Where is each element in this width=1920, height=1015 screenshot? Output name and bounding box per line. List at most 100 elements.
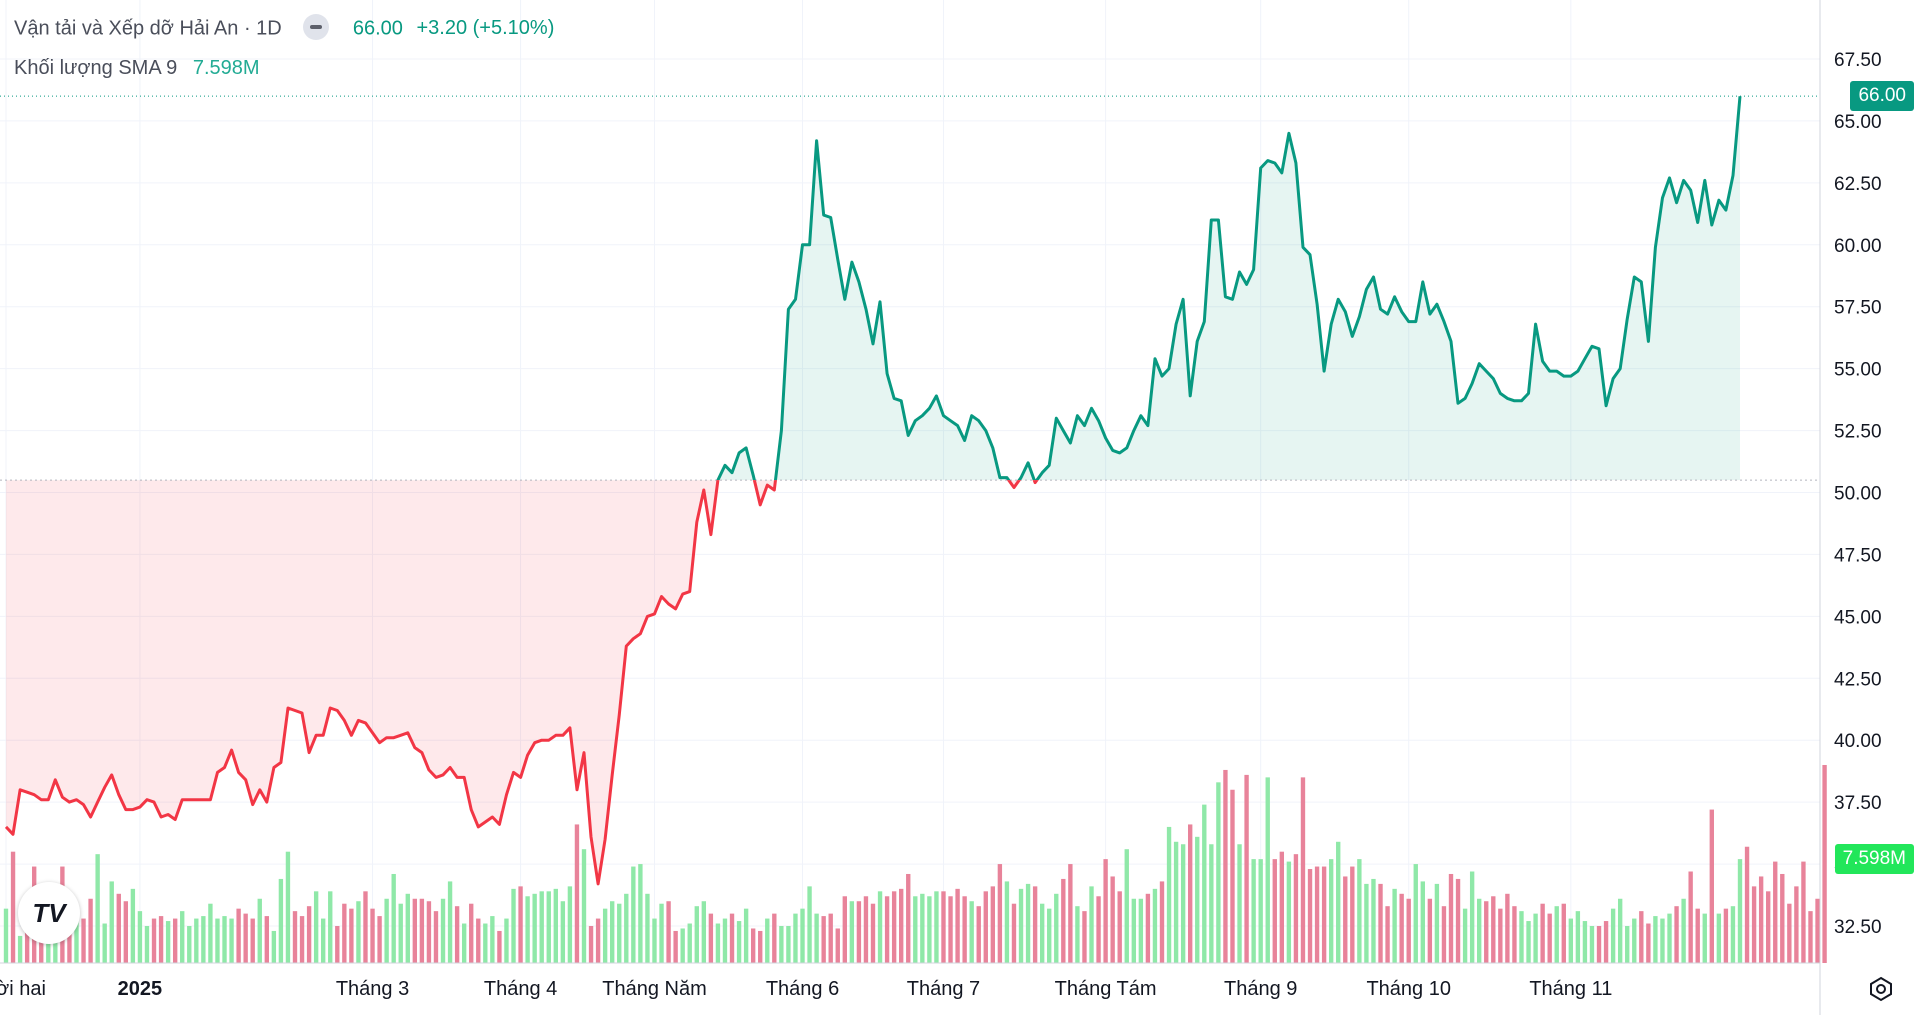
volume-bar: [927, 896, 932, 963]
y-tick-label: 45.00: [1834, 607, 1882, 628]
volume-bar: [412, 898, 418, 963]
volume-bar: [278, 878, 284, 963]
volume-bar: [574, 824, 580, 963]
volume-bar: [1307, 869, 1313, 963]
volume-bar: [567, 886, 573, 963]
volume-bar: [659, 903, 664, 963]
volume-bar: [1293, 854, 1299, 963]
volume-bar: [1540, 903, 1545, 963]
volume-bar: [532, 893, 537, 963]
volume-bar: [652, 918, 657, 963]
volume-bar: [955, 888, 960, 963]
volume-bar: [1328, 859, 1334, 963]
volume-bar: [1378, 883, 1383, 963]
volume-bar: [877, 891, 883, 963]
volume-bar: [1646, 923, 1651, 963]
y-tick-label: 37.50: [1834, 793, 1882, 814]
volume-bar: [1730, 906, 1736, 963]
volume-bar: [1498, 908, 1503, 963]
volume-bar: [1202, 804, 1207, 963]
volume-bar: [708, 913, 714, 963]
volume-indicator-value: 7.598M: [192, 57, 260, 79]
symbol-name[interactable]: Vận tải và Xếp dỡ Hải An: [14, 17, 239, 40]
volume-bar: [1047, 908, 1052, 963]
volume-bar: [1413, 864, 1418, 963]
fill-above-baseline: [6, 96, 1740, 481]
volume-bar: [1448, 873, 1454, 963]
volume-bar: [1082, 911, 1087, 963]
volume-bar: [447, 881, 453, 963]
interval-label[interactable]: 1D: [256, 17, 282, 40]
volume-bar: [722, 918, 728, 963]
volume-bar: [863, 896, 869, 963]
volume-bar: [1385, 906, 1390, 963]
volume-bar: [1406, 898, 1411, 963]
volume-bar: [772, 913, 777, 963]
settings-gear-icon[interactable]: [1868, 976, 1894, 1002]
volume-bar: [793, 913, 798, 963]
volume-bar: [490, 916, 495, 963]
y-tick-label: 65.00: [1834, 112, 1882, 133]
volume-bar: [1251, 859, 1256, 963]
volume-bar: [1477, 898, 1482, 963]
volume-bar: [187, 926, 192, 963]
volume-bar: [743, 908, 749, 963]
y-tick-label: 57.50: [1834, 298, 1882, 319]
volume-bar: [123, 901, 129, 963]
volume-bar: [1758, 876, 1764, 963]
volume-bar: [1427, 898, 1433, 963]
x-tick-label: Tháng 7: [907, 978, 980, 1000]
volume-bar: [222, 916, 227, 963]
volume-bar: [1744, 846, 1750, 963]
volume-bar: [934, 891, 939, 963]
price-line-below: [4, 480, 1039, 886]
volume-bar: [243, 913, 248, 963]
volume-bar: [1237, 844, 1242, 963]
volume-bar: [807, 886, 812, 963]
volume-indicator-label[interactable]: Khối lượng SMA 9: [14, 57, 178, 79]
volume-bar: [560, 901, 566, 963]
last-price-badge: 66.00: [1850, 81, 1914, 112]
volume-bar: [906, 873, 911, 963]
collapse-toggle-icon[interactable]: [303, 14, 330, 40]
volume-bar: [1526, 921, 1531, 963]
volume-bar: [941, 891, 946, 963]
volume-bar: [292, 911, 298, 963]
volume-bar: [1216, 782, 1221, 963]
volume-bar: [1441, 906, 1447, 963]
volume-bar: [1018, 888, 1024, 963]
tradingview-logo-icon[interactable]: TV: [18, 882, 80, 944]
volume-bar: [821, 916, 826, 963]
volume-bar: [1766, 891, 1771, 963]
volume-bar: [419, 898, 425, 963]
y-tick-label: 32.50: [1834, 917, 1882, 938]
x-tick-label: Tháng 6: [766, 978, 839, 1000]
volume-bar: [1230, 789, 1235, 963]
volume-bar: [518, 886, 523, 963]
volume-bar: [102, 923, 107, 963]
volume-bar: [1075, 906, 1080, 963]
volume-bar: [1011, 903, 1017, 963]
volume-bar: [525, 896, 530, 963]
volume-bar: [1244, 774, 1249, 963]
volume-bar: [1195, 836, 1200, 963]
volume-bar: [814, 913, 819, 963]
logo-mark: TV: [32, 898, 66, 928]
volume-bar: [426, 901, 432, 963]
volume-bar: [1702, 913, 1707, 963]
volume-bar: [997, 864, 1003, 963]
volume-bar: [511, 888, 516, 963]
y-tick-label: 52.50: [1834, 422, 1882, 443]
volume-bar: [1103, 859, 1108, 963]
volume-bar: [144, 926, 150, 963]
volume-bar: [1462, 908, 1468, 963]
volume-bar: [1117, 891, 1122, 963]
y-tick-label: 47.50: [1834, 545, 1882, 566]
volume-bar: [1039, 903, 1045, 963]
volume-bar: [201, 916, 206, 963]
volume-bar: [1709, 809, 1714, 963]
volume-bar: [1737, 859, 1743, 963]
volume-bar: [1054, 893, 1059, 963]
volume-bar: [285, 851, 291, 963]
